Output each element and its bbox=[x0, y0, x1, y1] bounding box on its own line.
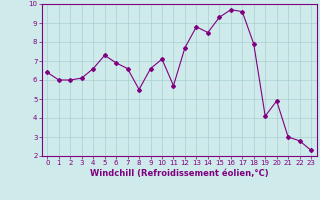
X-axis label: Windchill (Refroidissement éolien,°C): Windchill (Refroidissement éolien,°C) bbox=[90, 169, 268, 178]
